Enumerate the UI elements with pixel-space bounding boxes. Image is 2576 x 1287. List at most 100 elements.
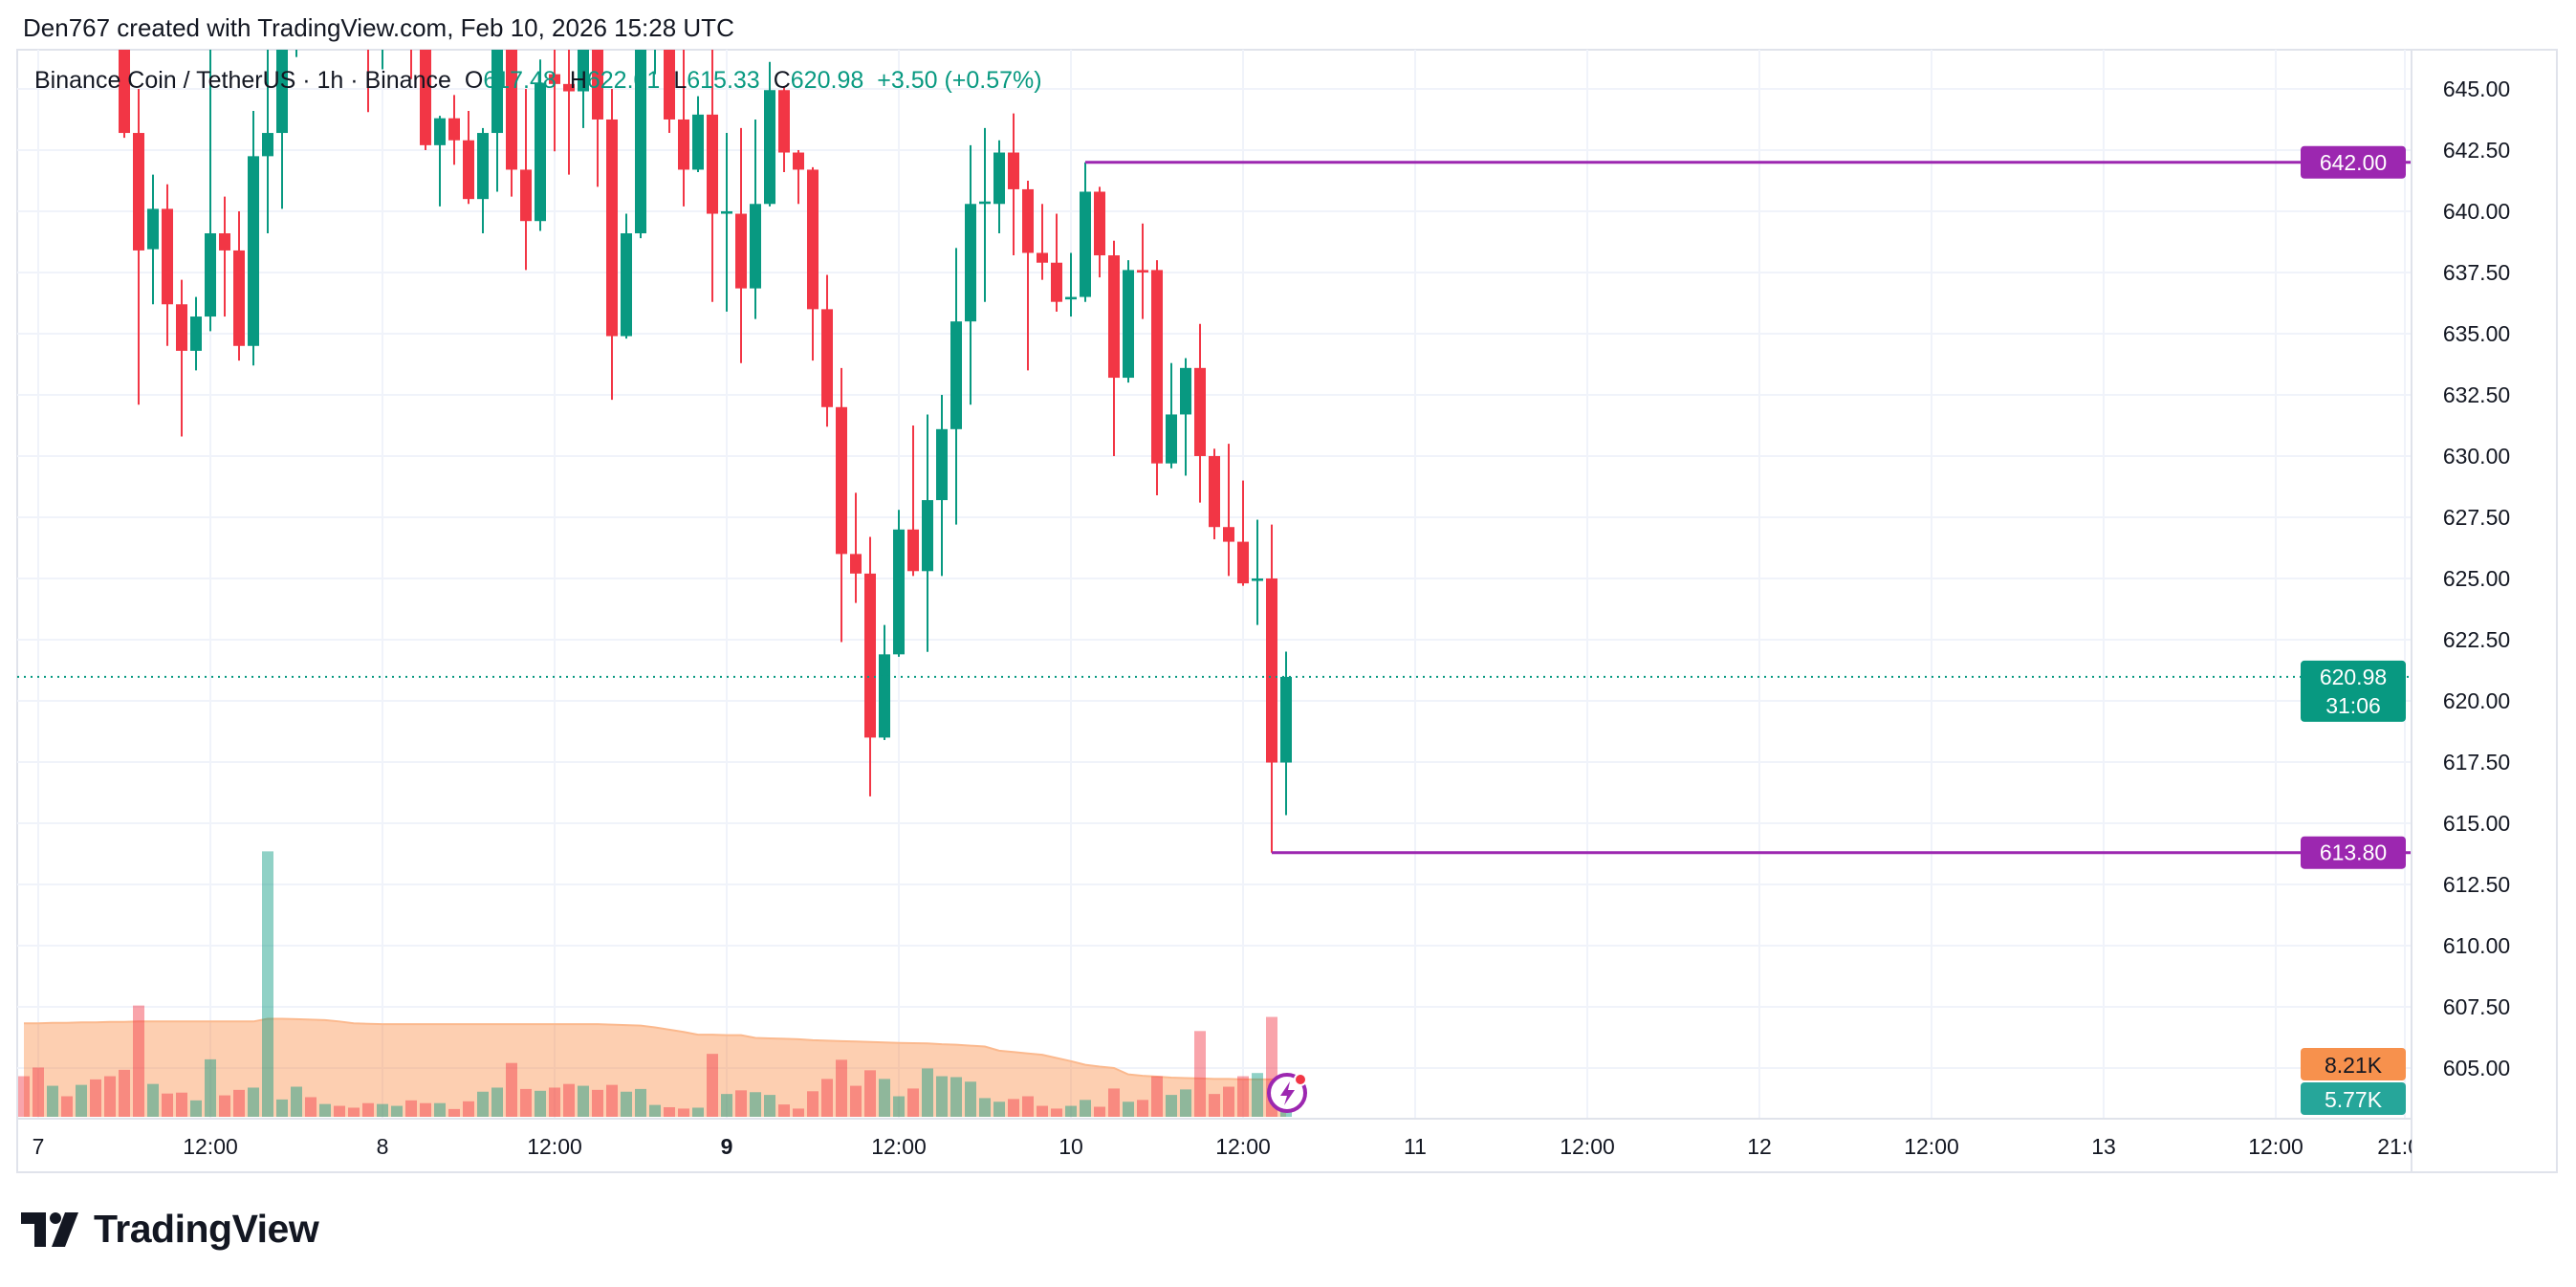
candle-body (262, 133, 273, 157)
candle (205, 50, 216, 332)
price-tick-label: 640.00 (2443, 199, 2510, 224)
volume-bar (692, 1107, 704, 1117)
candle (1094, 186, 1105, 278)
last-price-label: 620.98 (2320, 665, 2387, 689)
candle-body (549, 74, 560, 84)
candle-body (635, 50, 646, 234)
candle (692, 96, 704, 173)
volume-bar (1252, 1073, 1263, 1117)
candle (864, 536, 876, 796)
candle-body (1094, 191, 1105, 256)
volume-bar (1151, 1076, 1163, 1117)
candle-body (305, 0, 317, 1)
candle-body (721, 210, 732, 214)
tradingview-logo[interactable]: TradingView (21, 1207, 319, 1252)
volume-bar (1037, 1105, 1048, 1117)
time-tick-label: 8 (377, 1134, 389, 1159)
volume-bar (162, 1093, 173, 1117)
candle (176, 279, 187, 437)
price-tick-label: 625.00 (2443, 566, 2510, 591)
volume-bar (764, 1095, 775, 1117)
candle-body (1252, 578, 1263, 581)
candle-body (1151, 270, 1163, 464)
chart-attribution: Den767 created with TradingView.com, Feb… (23, 13, 734, 42)
candle (262, 50, 273, 234)
horizontal-levels[interactable] (17, 161, 2412, 855)
candle (233, 210, 245, 361)
candle-body (319, 0, 331, 1)
price-tick-label: 635.00 (2443, 321, 2510, 346)
candle (678, 50, 689, 207)
candle-body (879, 654, 890, 738)
candle-body (205, 233, 216, 317)
candle (1151, 260, 1163, 495)
candle (592, 50, 603, 187)
candle-body (463, 140, 474, 200)
candle (922, 414, 933, 652)
volume-bar (907, 1088, 919, 1117)
volume-bar (1223, 1086, 1234, 1117)
volume-bar (922, 1068, 933, 1117)
lightning-alert-icon[interactable] (1267, 1073, 1307, 1113)
volume-bar (291, 1086, 302, 1117)
tradingview-logo-icon (21, 1211, 78, 1247)
volume-bar (33, 1067, 44, 1117)
candle (348, 0, 360, 35)
time-axis[interactable]: 7 12:00 8 12:00 9 12:00 10 12:00 11 12:00 12 12:00 1… (33, 1134, 2433, 1159)
candle (1080, 162, 1091, 302)
volume-bar (678, 1108, 689, 1117)
volume-bar (1194, 1031, 1206, 1117)
open-value: 617.48 (483, 67, 557, 94)
candle-body (248, 156, 259, 346)
candle (793, 149, 804, 205)
close-value: 620.98 (790, 67, 864, 94)
candle (1123, 260, 1134, 383)
candle-body (993, 152, 1005, 205)
volume-bar (248, 1087, 259, 1117)
candle-body (778, 90, 790, 153)
price-axis[interactable]: 645.00 642.50 640.00 637.50 635.00 632.50 630.… (2443, 76, 2510, 1080)
candle (764, 61, 775, 207)
candle (778, 86, 790, 173)
candle-body (276, 50, 288, 134)
candle-body (162, 208, 173, 305)
volume-bar (205, 1058, 216, 1117)
candle (410, 50, 412, 79)
volume-bar (1180, 1089, 1191, 1117)
candle (1137, 223, 1148, 319)
volume-bar (391, 1105, 403, 1117)
candle (549, 50, 560, 152)
volume-bar (147, 1083, 159, 1117)
time-tick-label: 12:00 (527, 1134, 582, 1159)
candle (305, 0, 317, 25)
volume-bar (520, 1088, 532, 1117)
time-tick-label: 12:00 (871, 1134, 927, 1159)
volume-bar (233, 1089, 245, 1117)
time-tick-label: 12:00 (1215, 1134, 1271, 1159)
candle (535, 59, 546, 231)
candle-body (807, 169, 819, 310)
candle-body (864, 573, 876, 738)
candle (491, 50, 503, 192)
candle-body (965, 204, 976, 322)
candle (420, 50, 431, 150)
symbol-title[interactable]: Binance Coin / TetherUS · 1h · Binance (34, 67, 451, 94)
candle-body (506, 50, 517, 170)
candle-body (233, 250, 245, 346)
volume-bar (434, 1102, 446, 1117)
candle (1180, 358, 1191, 476)
candle-body (434, 118, 446, 145)
open-label: O (464, 67, 484, 94)
candle (879, 624, 890, 740)
chart-legend: Binance Coin / TetherUS · 1h · Binance O… (34, 67, 1042, 95)
support-price-tag (2301, 836, 2406, 869)
candle (1266, 524, 1277, 853)
last-price-tag (2301, 660, 2406, 722)
candle-body (119, 50, 130, 134)
volume-bar (362, 1102, 374, 1117)
volume-bar (1094, 1106, 1105, 1117)
candle (750, 119, 761, 319)
candle-body (362, 6, 374, 25)
volume-bar (735, 1090, 747, 1117)
